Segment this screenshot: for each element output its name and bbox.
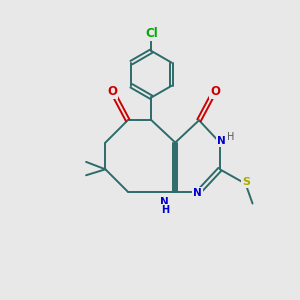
Text: O: O — [107, 85, 117, 98]
Text: N: N — [217, 136, 226, 146]
Text: N: N — [193, 188, 202, 198]
Text: N: N — [160, 197, 169, 207]
Text: S: S — [242, 177, 250, 187]
Text: O: O — [210, 85, 220, 98]
Text: H: H — [161, 205, 169, 215]
Text: Cl: Cl — [145, 27, 158, 40]
Text: H: H — [227, 132, 235, 142]
